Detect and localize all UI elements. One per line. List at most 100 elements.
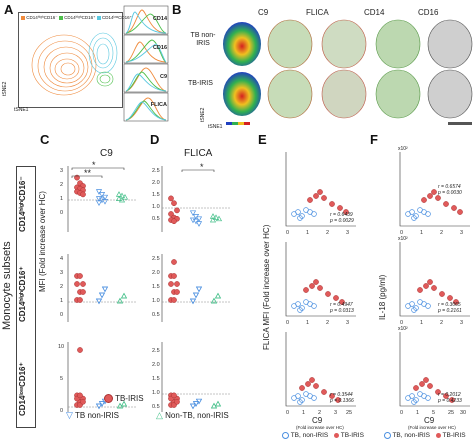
panel-e-xlabel: C9 [312,416,323,425]
panel-b-axis-y: tSNE2 [200,107,206,122]
legend-iris: TB-IRIS [104,394,144,404]
ef-iris-1-1 [423,283,429,289]
row0-noniris-3 [95,298,103,305]
row0-iris-6 [168,281,174,287]
panel-a-axis-x: tSNE1 [14,107,29,113]
panel-b-col-cd14: CD14 [364,8,385,17]
panel-c-brackets [71,167,125,178]
svg-text:2: 2 [440,230,443,236]
panel-c-sig-2: ** [84,168,92,178]
svg-text:1.5: 1.5 [152,376,160,382]
panel-e-stat-1: r = 0.6439 p = 0.0029 [330,212,354,224]
svg-text:2.0: 2.0 [152,270,160,276]
svg-text:0.5: 0.5 [152,312,160,318]
ef-noniris-1-1 [409,301,415,307]
ef-iris-2-6 [335,397,341,403]
ef-noniris-0-5 [311,211,317,217]
panel-b-tsne-grid [223,19,473,125]
svg-text:1: 1 [302,410,305,416]
point-0-0 [74,174,80,181]
ef-legend-noniris-swatch [282,432,289,439]
ef-noniris-1-5 [311,303,317,309]
svg-text:2: 2 [318,410,321,416]
panel-f-r2: r = 0.3065 [438,302,461,308]
point-0-2 [174,207,180,214]
ef-noniris-1-2 [413,305,419,311]
bottom-legend: TB-IRIS ▽ TB non-IRIS △ Non-TB, non-IRIS [56,392,246,438]
ef-iris-2-6 [449,397,455,403]
ef-noniris-0-5 [425,211,431,217]
panel-f-p1: p = 0.0030 [438,190,462,196]
row1-iris-5 [80,398,86,405]
subset-row-3: CD14ˡᵒʷCD16⁺ [18,362,27,416]
hist-label-cd14: CD14 [152,16,167,22]
legend-iris-label: TB-IRIS [115,394,144,403]
ef-iris-2-1 [305,381,311,387]
panel-a-letter: A [4,2,14,17]
panel-e-ylabel: FLICA MFI (Fold increase over HC) [262,224,271,350]
row0-noniris-4 [192,292,200,299]
mfi-axis-label: MFI (Fold increase over HC) [38,191,47,292]
point-1-0 [189,210,197,217]
svg-text:2: 2 [440,320,443,326]
subset-row-2: CD14ʰⁱᵍʰCD16⁺ [18,266,27,322]
point-2-1 [212,214,220,220]
ef-iris-1-2 [427,279,433,285]
svg-text:1: 1 [60,196,63,202]
panel-f-scale-2: x10² [398,236,408,242]
panel-b-row-iris: TB-IRIS [188,80,213,87]
row0-noniris-5 [101,286,109,293]
ef-noniris-1-6 [297,307,303,313]
point-1-5 [101,199,109,205]
svg-text:3: 3 [334,410,337,416]
ef-noniris-2-5 [311,395,317,401]
row0-iris-4 [171,297,177,303]
svg-text:2: 2 [326,230,329,236]
panel-f-xlabel: C9 [424,416,435,425]
svg-text:2.0: 2.0 [152,362,160,368]
point-2-0 [209,213,217,219]
svg-text:2: 2 [60,284,63,290]
point-0-8 [80,191,86,198]
ef-iris-1-5 [447,295,453,301]
svg-text:0: 0 [60,210,63,216]
ef-iris-1-5 [333,295,339,301]
point-2-2 [215,215,223,222]
svg-text:10: 10 [58,344,64,350]
ef-iris-2-2 [309,377,315,383]
ef-noniris-2-5 [425,395,431,401]
svg-text:1.0: 1.0 [152,204,160,210]
ef-iris-0-5 [451,205,457,211]
svg-text:3: 3 [60,168,63,174]
ef-noniris-2-2 [413,397,419,403]
tsne-contour-plot [31,32,118,96]
row0-nontb-2 [116,297,124,304]
point-2-3 [209,216,217,223]
point-0-3 [168,211,174,217]
panel-e-stat-3: r = 0.3544 p = 0.1366 [330,392,354,404]
row0-iris-2 [80,281,86,287]
ef-noniris-2-1 [295,393,301,399]
panel-d-letter: D [150,132,160,147]
ef-iris-0-5 [337,205,343,211]
ef-noniris-0-6 [297,215,303,221]
svg-text:2.5: 2.5 [152,256,160,262]
row1-iris-5 [174,398,180,405]
svg-text:3: 3 [60,270,63,276]
panel-f-plots: 0 1 2 3 0 1 2 3 0 1 5 25 30 [399,152,470,416]
ef-noniris-1-1 [295,301,301,307]
ef-iris-0-3 [321,195,327,201]
ef-iris-1-3 [317,285,323,291]
ef-legend-iris-2: TB-IRIS [442,432,466,440]
svg-text:1.5: 1.5 [152,284,160,290]
panel-d-plots: 2.5 2.0 1.5 1.0 0.5 2.5 2.0 1.5 1.0 0.5 2.5 2.0 1.… [152,166,230,412]
ef-iris-0-2 [317,189,323,195]
panel-e-p1: p = 0.0029 [330,218,354,224]
ef-iris-1-0 [417,287,423,293]
ef-iris-0-4 [329,201,335,207]
legend-nontb-swatch: △ [156,410,163,420]
ef-noniris-1-5 [425,303,431,309]
ef-iris-2-5 [329,393,335,399]
legend-nontb-label: Non-TB, non-IRIS [165,411,229,420]
